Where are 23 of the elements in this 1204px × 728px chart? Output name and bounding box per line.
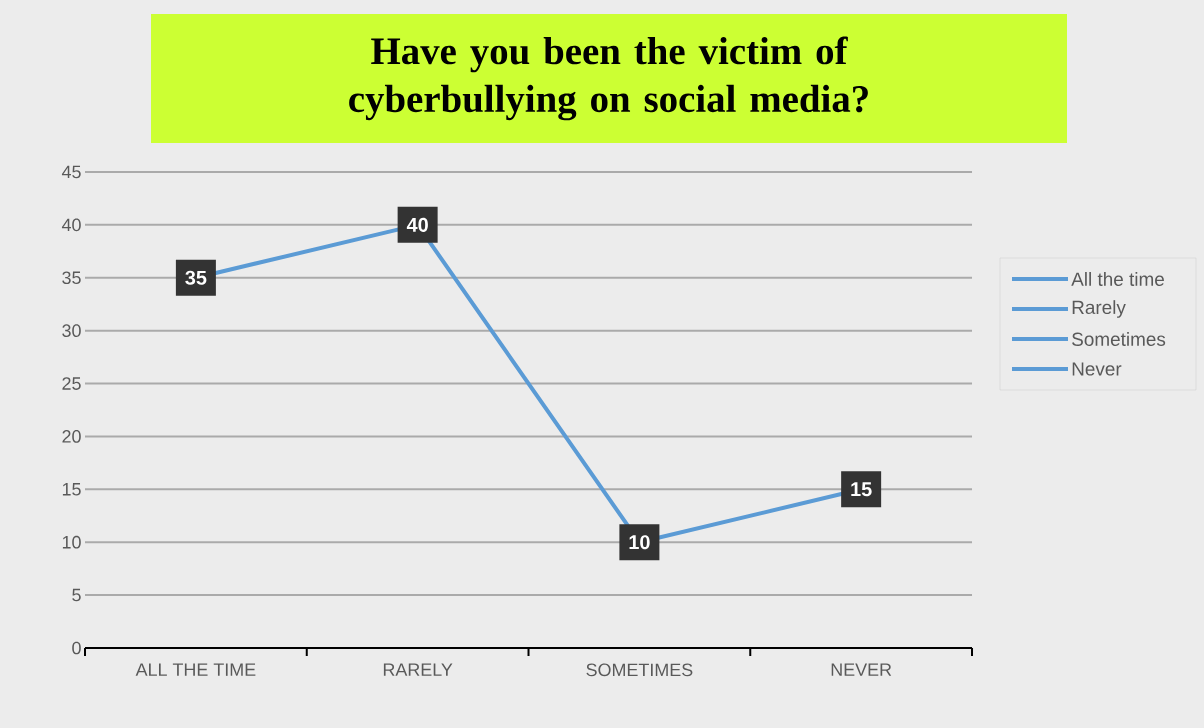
- text: Never: [1072, 362, 1122, 376]
- x-tick-label: ALL THE TIME: [135, 663, 256, 676]
- y-tick-label: 10: [62, 535, 81, 549]
- x-tick-label: SOMETIMES: [586, 663, 693, 677]
- data-label: 10: [629, 535, 650, 550]
- text: Sometimes: [1072, 332, 1166, 346]
- text: All the time: [1071, 272, 1164, 286]
- y-tick-label: 15: [62, 483, 81, 496]
- data-label: 40: [406, 217, 428, 232]
- text: Rarely: [1072, 300, 1126, 318]
- y-tick-label: 5: [72, 588, 81, 602]
- y-tick-label: 0: [72, 641, 81, 655]
- y-tick-label: 35: [62, 271, 81, 285]
- data-label: 15: [851, 482, 872, 497]
- data-label: 35: [185, 270, 207, 285]
- y-tick-label: 20: [62, 430, 81, 443]
- x-tick-label: NEVER: [831, 663, 892, 676]
- y-tick-label: 30: [62, 324, 81, 337]
- y-tick-label: 25: [62, 377, 81, 390]
- y-tick-label: 45: [61, 165, 81, 179]
- chart-title: Have you been the victim of cyberbullying on social media?: [349, 36, 868, 121]
- y-tick-label: 40: [61, 218, 81, 232]
- x-tick-label: RARELY: [383, 663, 453, 676]
